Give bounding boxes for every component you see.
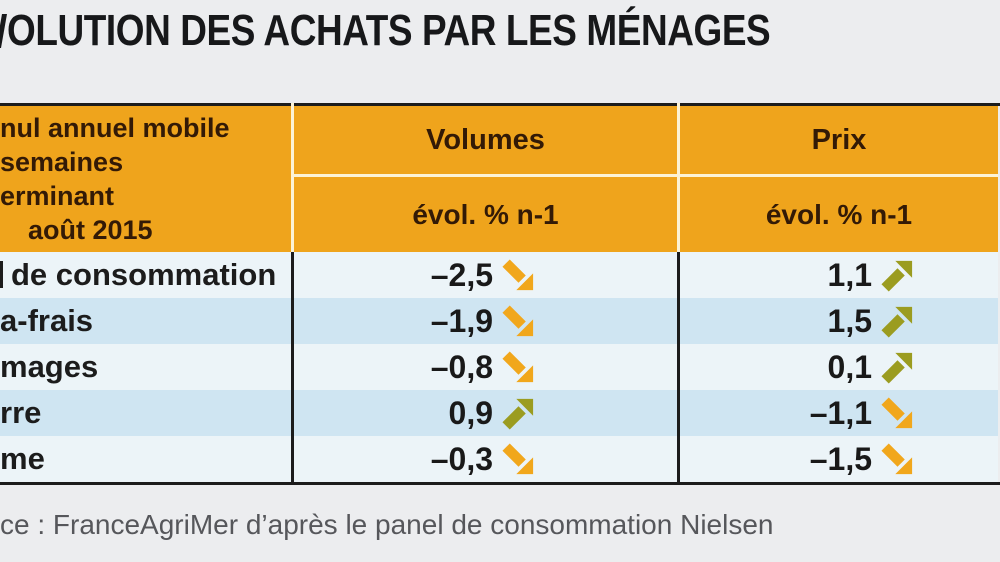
row-label: mages <box>0 349 99 384</box>
column-divider <box>677 344 680 390</box>
trend-up-icon <box>880 350 915 385</box>
table-row: de consommation –2,5 1,1 <box>0 252 998 298</box>
column-divider <box>291 390 294 436</box>
row-label: rre <box>0 395 42 430</box>
table-body: de consommation –2,5 1,1 a-frais –1,9 1,5 mage… <box>0 252 998 482</box>
row-label: a-frais <box>0 303 94 338</box>
table-bottom-border <box>0 482 1000 485</box>
column-divider <box>677 298 680 344</box>
column-divider <box>291 252 294 298</box>
table-top-border <box>0 103 1000 106</box>
table-header: nul annuel mobile semaines erminant août… <box>0 103 998 252</box>
trend-down-icon <box>501 442 536 477</box>
volume-cell: –2,5 <box>294 252 677 298</box>
table-row: a-frais –1,9 1,5 <box>0 298 998 344</box>
volumes-column-header: Volumes <box>426 123 545 156</box>
trend-up-icon <box>880 258 915 293</box>
trend-down-icon <box>880 442 915 477</box>
trend-down-icon <box>501 304 536 339</box>
column-divider <box>677 390 680 436</box>
volumes-subheader: évol. % n-1 <box>412 198 559 230</box>
prix-column-header: Prix <box>811 123 867 156</box>
cut-glyph <box>0 14 7 48</box>
trend-down-icon <box>501 350 536 385</box>
source-note: ce : FranceAgriMer d’après le panel de c… <box>0 509 774 540</box>
trend-up-icon <box>501 396 536 431</box>
period-line: semaines <box>0 147 124 177</box>
trend-down-icon <box>880 396 915 431</box>
header-divider <box>294 174 998 177</box>
price-cell: –1,1 <box>680 390 998 436</box>
row-label: me <box>0 441 45 476</box>
header-divider <box>291 103 294 252</box>
prix-subheader: évol. % n-1 <box>765 198 913 230</box>
trend-down-icon <box>501 258 536 293</box>
column-divider <box>677 436 680 482</box>
purchases-table: nul annuel mobile semaines erminant août… <box>0 103 1000 485</box>
column-divider <box>291 436 294 482</box>
column-divider <box>677 252 680 298</box>
volume-cell: –0,3 <box>294 436 677 482</box>
period-line: août 2015 <box>28 215 153 245</box>
period-cell: nul annuel mobile semaines erminant août… <box>0 106 291 252</box>
title-row: OLUTION DES ACHATS PAR LES MÉNAGES <box>0 0 1000 60</box>
volume-cell: –1,9 <box>294 298 677 344</box>
header-divider <box>677 103 680 252</box>
trend-up-icon <box>880 304 915 339</box>
period-line: nul annuel mobile <box>0 113 230 143</box>
column-divider <box>291 298 294 344</box>
page-title: OLUTION DES ACHATS PAR LES MÉNAGES <box>7 6 771 55</box>
volume-cell: –0,8 <box>294 344 677 390</box>
volume-cell: 0,9 <box>294 390 677 436</box>
table-row: mages –0,8 0,1 <box>0 344 998 390</box>
table-row: rre 0,9 –1,1 <box>0 390 998 436</box>
period-line: erminant <box>0 181 115 211</box>
table-row: me –0,3 –1,5 <box>0 436 998 482</box>
row-label: de consommation <box>0 252 291 298</box>
price-cell: 1,5 <box>680 298 998 344</box>
price-cell: 1,1 <box>680 252 998 298</box>
price-cell: –1,5 <box>680 436 998 482</box>
column-divider <box>291 344 294 390</box>
price-cell: 0,1 <box>680 344 998 390</box>
